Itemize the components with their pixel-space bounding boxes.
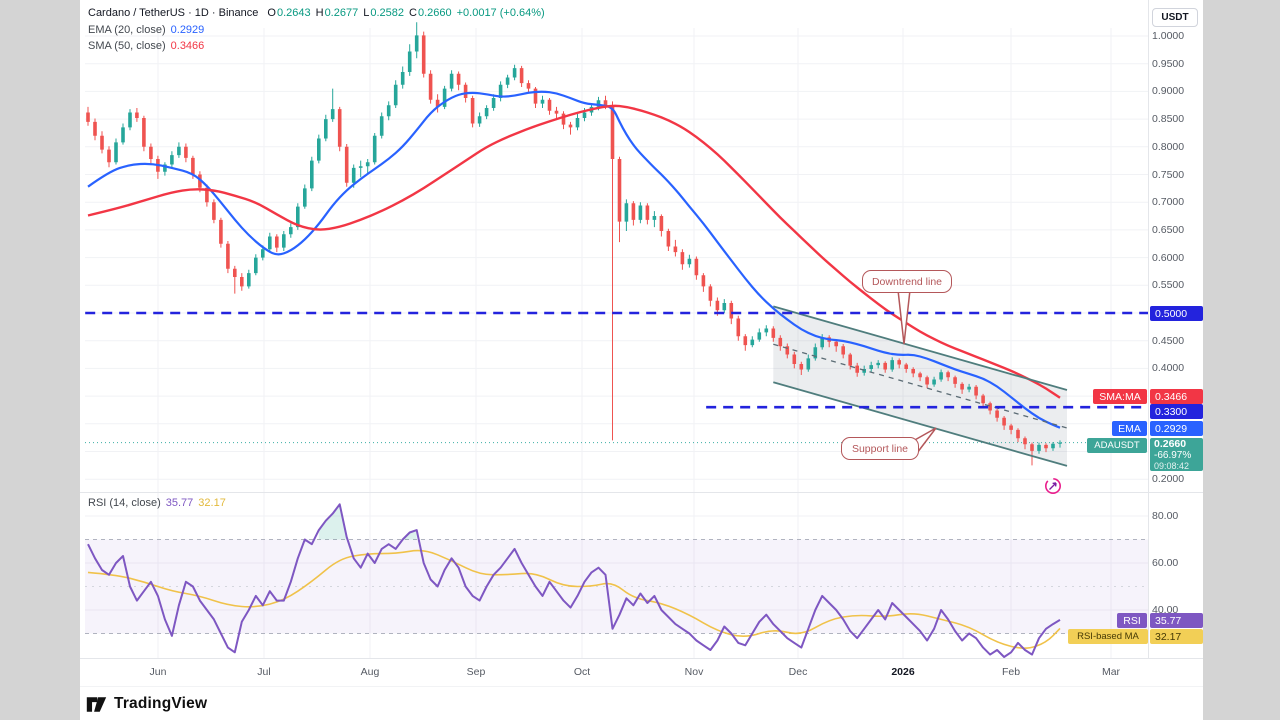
price-label-0.7500: 0.7500 <box>1152 168 1185 181</box>
symbol-tag-badge: ADAUSDT <box>1087 438 1147 453</box>
time-label-Oct: Oct <box>573 666 591 678</box>
low-value: 0.2582 <box>370 7 404 19</box>
time-label-Jun: Jun <box>149 666 167 678</box>
rsi-ma-value: 32.17 <box>198 497 226 509</box>
rsi-legend[interactable]: RSI (14, close) 35.77 32.17 <box>88 497 226 509</box>
sma-value: 0.3466 <box>170 40 205 52</box>
symbol-legend[interactable]: Cardano / TetherUS · 1D · Binance O 0.264… <box>88 7 545 19</box>
price-label-0.8500: 0.8500 <box>1152 113 1185 126</box>
currency-button[interactable]: USDT <box>1152 8 1198 27</box>
rsi-ma-tag-badge: RSI-based MA <box>1068 629 1148 644</box>
sma-legend[interactable]: SMA (50, close) 0.3466 <box>88 40 204 52</box>
time-label-Dec: Dec <box>788 666 808 678</box>
time-label-Nov: Nov <box>684 666 704 678</box>
rsi-value-badge: 35.77 <box>1150 613 1203 628</box>
high-value: 0.2677 <box>324 7 359 19</box>
rsi-ma-value-badge: 32.17 <box>1150 629 1203 644</box>
time-label-Sep: Sep <box>466 666 486 678</box>
price-label-0.9000: 0.9000 <box>1152 85 1185 98</box>
price-label-0.6500: 0.6500 <box>1152 223 1185 236</box>
symbol-title: Cardano / TetherUS · 1D · Binance <box>88 7 259 19</box>
tradingview-logo-icon <box>86 696 107 712</box>
rsi-label: RSI (14, close) <box>88 497 161 509</box>
price-label-0.4500: 0.4500 <box>1152 334 1185 347</box>
price-label-0.6000: 0.6000 <box>1152 251 1185 264</box>
ema-value: 0.2929 <box>170 24 205 36</box>
level-0330-badge: 0.3300 <box>1150 404 1203 419</box>
footer-brand: TradingView <box>86 695 207 713</box>
price-label-1.0000: 1.0000 <box>1152 30 1185 42</box>
sma-tag-badge: SMA:MA <box>1093 389 1147 404</box>
price-label-0.7000: 0.7000 <box>1152 196 1185 209</box>
low-label: L <box>363 7 370 19</box>
time-label-2026: 2026 <box>891 666 915 678</box>
open-value: 0.2643 <box>276 7 311 19</box>
sma-label: SMA (50, close) <box>88 40 166 52</box>
level-0500-badge: 0.5000 <box>1150 306 1203 321</box>
ema-price-badge: 0.2929 <box>1150 421 1203 436</box>
percent-change: -66.97% <box>1154 450 1192 461</box>
rsi-scale-label-80: 80.00 <box>1152 510 1179 522</box>
time-label-Jul: Jul <box>257 666 271 678</box>
bar-countdown: 09:08:42 <box>1154 461 1190 471</box>
support-callout[interactable]: Support line <box>841 437 919 460</box>
close-value: 0.2660 <box>417 7 452 19</box>
last-price-badge: 0.2660 -66.97% 09:08:42 <box>1150 438 1203 471</box>
rsi-scale-label-60: 60.00 <box>1152 557 1179 569</box>
last-price: 0.2660 <box>1154 438 1187 450</box>
scroll-to-realtime-icon[interactable] <box>1044 477 1062 495</box>
time-label-Aug: Aug <box>360 666 380 678</box>
downtrend-callout[interactable]: Downtrend line <box>862 270 952 293</box>
change-value: +0.0017 (+0.64%) <box>456 7 545 19</box>
high-label: H <box>315 7 324 19</box>
price-label-0.5500: 0.5500 <box>1152 279 1185 292</box>
price-label-0.4000: 0.4000 <box>1152 362 1185 375</box>
ema-legend[interactable]: EMA (20, close) 0.2929 <box>88 24 204 36</box>
time-label-Mar: Mar <box>1101 666 1121 678</box>
brand-name: TradingView <box>114 695 208 712</box>
time-label-Feb: Feb <box>1001 666 1021 678</box>
price-label-0.2000: 0.2000 <box>1152 473 1185 486</box>
chart-canvas[interactable] <box>80 0 1203 720</box>
ema-tag-badge: EMA <box>1112 421 1147 436</box>
ema-label: EMA (20, close) <box>88 24 166 36</box>
price-label-0.9500: 0.9500 <box>1152 57 1185 70</box>
sma-price-badge: 0.3466 <box>1150 389 1203 404</box>
rsi-tag-badge: RSI <box>1117 613 1147 628</box>
open-label: O <box>267 7 276 19</box>
rsi-value: 35.77 <box>165 497 194 509</box>
price-label-0.8000: 0.8000 <box>1152 140 1185 153</box>
close-label: C <box>409 7 417 19</box>
